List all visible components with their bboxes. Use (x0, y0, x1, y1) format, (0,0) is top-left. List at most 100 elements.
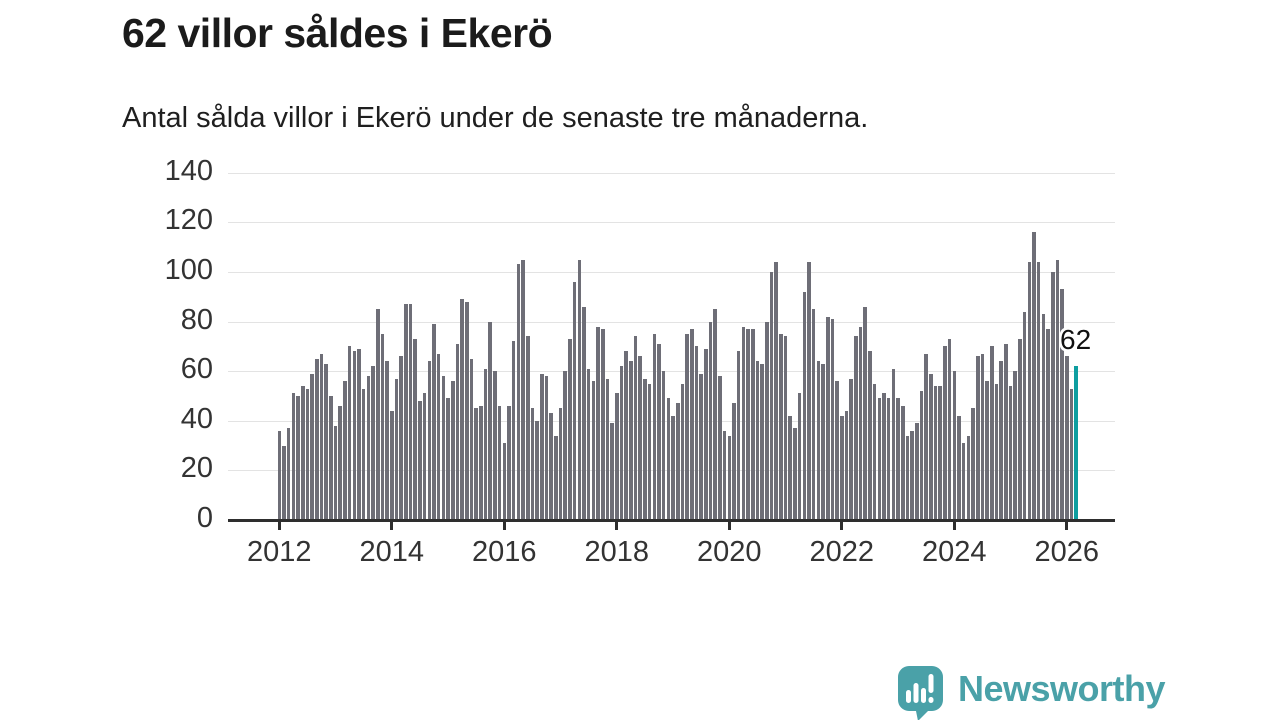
bar (408, 304, 413, 519)
bar (661, 371, 666, 519)
bar (497, 405, 502, 519)
bar (305, 388, 310, 519)
bar (938, 386, 943, 519)
bar (582, 306, 586, 519)
bar (704, 348, 708, 519)
bar (680, 383, 685, 519)
bar (825, 316, 830, 519)
bar (277, 430, 282, 519)
bar (1022, 311, 1027, 519)
gridline (228, 222, 1115, 224)
bar (844, 410, 849, 519)
bar (886, 398, 891, 519)
bar (1060, 289, 1064, 519)
bar (450, 381, 455, 519)
bar (671, 415, 675, 519)
bar (380, 333, 385, 519)
bar (652, 333, 657, 519)
bar (558, 408, 563, 519)
bar (994, 383, 999, 519)
newsworthy-logo: Newsworthy (896, 664, 1166, 720)
bar (357, 348, 361, 519)
bar (783, 336, 788, 519)
bar (900, 405, 905, 519)
bar (675, 403, 680, 519)
bar (802, 291, 807, 519)
bar (858, 326, 863, 519)
bar (324, 363, 328, 519)
bar (807, 262, 811, 519)
bar (525, 336, 530, 519)
bar (835, 381, 839, 519)
bar (540, 373, 544, 519)
last-value-annotation: 62 (1060, 324, 1092, 355)
bar (882, 393, 886, 519)
bar (605, 378, 610, 519)
bar (821, 363, 825, 519)
bar (516, 264, 521, 519)
y-axis-tick-label: 0 (196, 502, 213, 534)
bar (933, 386, 938, 519)
bar (718, 376, 722, 519)
bar (404, 304, 408, 519)
bar (1069, 388, 1074, 519)
bar (1041, 314, 1046, 519)
bar (624, 351, 628, 519)
x-axis-tick (727, 521, 731, 530)
bar (315, 358, 319, 519)
bar (502, 443, 507, 519)
bar (554, 435, 558, 519)
y-axis-tick-label: 140 (164, 154, 213, 187)
bar (610, 423, 614, 519)
bar (840, 415, 844, 519)
chart-title: 62 villor såldes i Ekerö (122, 10, 553, 56)
bar (333, 425, 338, 519)
bar (418, 400, 422, 519)
bar (975, 356, 980, 519)
bar (600, 328, 605, 519)
bar (399, 356, 403, 519)
bar (638, 356, 643, 519)
bar (647, 383, 652, 519)
bar (282, 445, 286, 519)
bar (816, 361, 821, 519)
bar (863, 306, 868, 519)
y-axis-tick-label: 80 (180, 303, 213, 336)
bar (910, 430, 914, 519)
bar (788, 415, 793, 519)
bar (469, 358, 474, 519)
bar (338, 405, 343, 519)
x-axis-tick-label: 2024 (922, 536, 987, 568)
bar (980, 353, 985, 519)
bar (1013, 371, 1018, 519)
bar (854, 336, 858, 519)
bar (896, 398, 900, 519)
x-axis-tick (277, 521, 281, 530)
bar (394, 378, 399, 519)
bar (1032, 232, 1036, 519)
bar (1018, 338, 1022, 519)
x-axis-tick-label: 2016 (472, 536, 537, 568)
chart-subtitle: Antal sålda villor i Ekerö under de sena… (122, 102, 869, 134)
bar (507, 405, 511, 519)
bar (361, 388, 366, 519)
bar (755, 361, 760, 519)
bar (385, 361, 389, 519)
x-axis-tick-label: 2022 (809, 536, 875, 568)
y-axis-tick-label: 120 (164, 204, 213, 237)
bar (760, 363, 764, 519)
bar (530, 408, 535, 519)
bar (1065, 356, 1069, 519)
bar (952, 371, 957, 519)
bar (544, 376, 549, 519)
bar (811, 309, 816, 519)
bar (868, 351, 872, 519)
bar (1046, 328, 1050, 519)
x-axis-tick-label: 2014 (359, 536, 425, 568)
bar (572, 281, 577, 519)
bar (521, 259, 525, 519)
bar (657, 343, 661, 519)
bar (947, 338, 952, 519)
bar (961, 443, 966, 519)
